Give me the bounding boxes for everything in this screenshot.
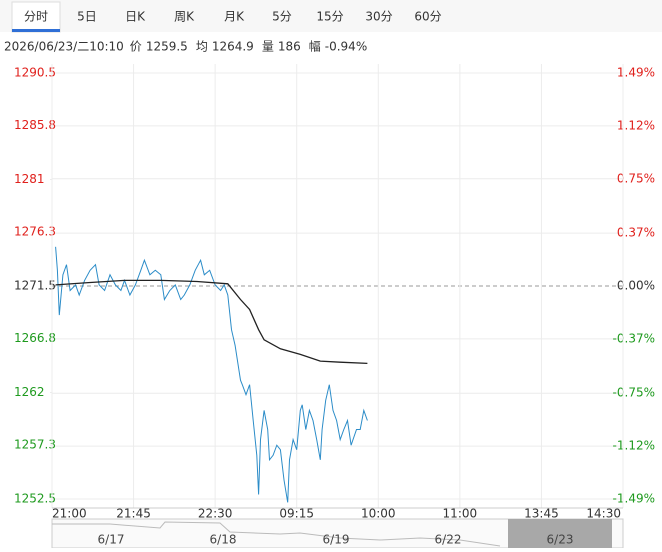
tab-active-underline [12,29,60,32]
navigator-date: 6/17 [98,533,125,547]
y-tick-label: 1266.8 [14,331,56,345]
info-value: 186 [278,40,301,54]
tab[interactable]: 月K [224,10,245,24]
tab-active-bg[interactable] [11,1,61,33]
info-label: 量 [262,40,274,54]
info-value: -0.94% [325,40,367,54]
y-tick-label: 1285.8 [14,118,56,132]
x-tick-label: 14:30 [586,507,621,521]
y2-tick-label: 1.12% [617,118,655,132]
tab[interactable]: 60分 [414,10,441,24]
tab[interactable]: 周K [174,10,195,24]
x-tick-label: 13:45 [524,507,559,521]
y2-tick-label: 0.00% [617,279,655,293]
y2-tick-label: 1.49% [617,66,655,80]
x-tick-label: 21:00 [52,507,87,521]
tab[interactable]: 5日 [77,10,97,24]
tab[interactable]: 分时 [24,10,48,24]
navigator-line [52,521,501,547]
x-tick-label: 11:00 [443,507,478,521]
tab[interactable]: 5分 [272,10,292,24]
x-tick-label: 21:45 [116,507,151,521]
navigator-dates: 6/17 6/18 6/19 6/22 6/23 [98,533,574,547]
y2-tick-label: 0.75% [617,171,655,185]
tab-bar [0,0,662,32]
y-tick-label: 1257.3 [14,438,56,452]
y-tick-label: 1252.5 [14,492,56,506]
price-line [55,279,368,365]
navigator-selection[interactable] [508,519,612,548]
info-label: 幅 [309,39,321,54]
info-value: 1259.5 [146,40,188,54]
y-tick-label: 1262 [14,385,45,399]
navigator-date: 6/19 [323,533,350,547]
navigator-date: 6/18 [210,533,237,547]
x-tick-label: 10:00 [361,507,396,521]
y2-tick-label: 0.37% [617,226,655,240]
info-line: 2026/06/23/二10:10 价 1259.5 均 1264.9 量 186 幅 -0.9… [4,39,367,54]
y2-tick-label: -0.75% [613,386,655,400]
tab[interactable]: 15分 [316,10,343,24]
y-tick-label: 1290.5 [14,66,56,80]
info-label: 均 [196,40,208,54]
navigator-date: 6/22 [435,533,462,547]
y-tick-label: 1276.3 [14,225,56,239]
x-tick-label: 22:30 [198,507,233,521]
info-label: 价 [130,40,142,54]
y2-tick-label: -1.12% [613,439,655,453]
tabs: 分时 5日 日K 周K 月K 5分 15分 30分 60分 [11,1,442,33]
price-line [55,246,368,503]
navigator-date: 6/23 [547,533,574,547]
chart: 1.49% 1.12% 0.75% 0.37% 0.00% -0.37% -0.75% -1.… [14,64,655,521]
navigator: 6/17 6/18 6/19 6/22 6/23 [51,518,624,549]
y-tick-label: 1271.5 [14,279,56,293]
info-datetime: 2026/06/23/二10:10 [4,40,124,54]
tab[interactable]: 日K [125,10,146,24]
y-tick-label: 1281 [14,172,45,186]
info-value: 1264.9 [212,40,254,54]
y2-tick-label: -0.37% [613,331,655,345]
x-tick-label: 09:15 [279,507,314,521]
tab[interactable]: 30分 [365,10,392,24]
y2-tick-label: -1.49% [613,492,655,506]
